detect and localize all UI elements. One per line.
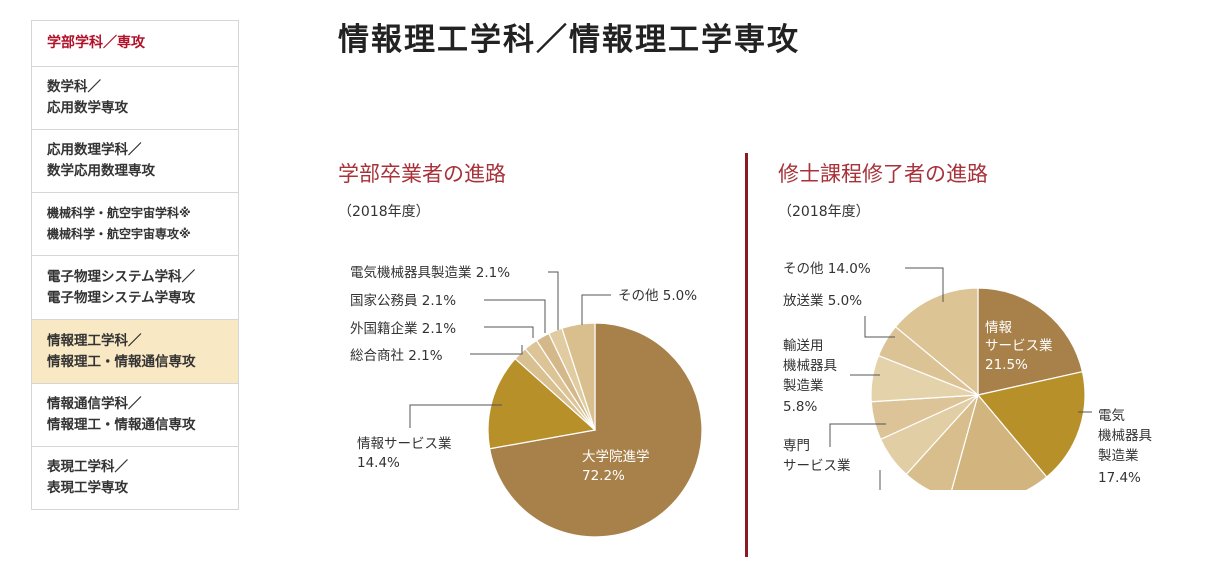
sidebar-item-electronic-physics[interactable]: 電子物理システム学科／ 電子物理システム学専攻 bbox=[32, 256, 238, 320]
slice-label-grad-school: 大学院進学 bbox=[582, 449, 650, 465]
pie-slice bbox=[561, 322, 596, 431]
pie-slice bbox=[487, 357, 597, 450]
sidebar-header-label: 学部学科／専攻 bbox=[47, 35, 145, 51]
leader-line bbox=[484, 326, 534, 338]
sidebar-nav: 学部学科／専攻 数学科／ 応用数学専攻 応用数理学科／ 数学応用数理専攻 機械科学・… bbox=[31, 20, 239, 510]
pie-slice bbox=[977, 287, 1084, 396]
sidebar-item-line2: 情報理工・情報通信専攻 bbox=[47, 417, 196, 433]
slice-label-electric: 製造業 bbox=[1098, 448, 1139, 464]
sidebar-item-expression[interactable]: 表現工学科／ 表現工学専攻 bbox=[32, 447, 238, 510]
sidebar-item-line1: 情報通信学科／ bbox=[47, 396, 142, 412]
slice-value-grad-school: 72.2% bbox=[582, 468, 625, 484]
sidebar-item-applied-math[interactable]: 応用数理学科／ 数学応用数理専攻 bbox=[32, 130, 238, 193]
slice-value-transport: 5.8% bbox=[783, 399, 817, 415]
chart2-subtitle: （2018年度） bbox=[778, 204, 870, 220]
page-title: 情報理工学科／情報理工学専攻 bbox=[338, 22, 800, 58]
slice-label-foreign: 外国籍企業 2.1% bbox=[350, 320, 456, 337]
leader-line bbox=[470, 345, 523, 355]
pie-slice bbox=[976, 370, 1086, 478]
slice-label-other: その他 5.0% bbox=[618, 288, 697, 304]
slice-label-professional: 専門 bbox=[783, 438, 810, 454]
pie-slice bbox=[951, 393, 1048, 490]
sidebar-item-line2: 電子物理システム学専攻 bbox=[47, 289, 196, 306]
sidebar-item-information-science[interactable]: 情報理工学科／ 情報理工・情報通信専攻 bbox=[32, 320, 238, 384]
slice-label-transport: 機械器具 bbox=[783, 358, 837, 374]
chart1-subtitle: （2018年度） bbox=[338, 204, 430, 220]
slice-value-it-service: 21.5% bbox=[985, 357, 1028, 373]
slice-label-professional: サービス業 bbox=[783, 458, 851, 474]
sidebar-item-line2: 数学応用数理専攻 bbox=[47, 163, 155, 179]
slice-label-electric: 電気 bbox=[1098, 408, 1125, 424]
sidebar-item-line2: 機械科学・航空宇宙専攻※ bbox=[47, 227, 191, 241]
slice-label-electric: 電気機械器具製造業 2.1% bbox=[350, 265, 510, 281]
leader-line bbox=[409, 404, 502, 428]
slice-label-electric: 機械器具 bbox=[1098, 428, 1152, 444]
section-divider bbox=[745, 153, 748, 557]
leader-line bbox=[548, 271, 559, 330]
sidebar-item-line1: 応用数理学科／ bbox=[47, 142, 142, 158]
leader-line bbox=[905, 267, 944, 302]
sidebar-item-line2: 情報理工・情報通信専攻 bbox=[47, 353, 196, 370]
slice-value-electric: 17.4% bbox=[1098, 470, 1141, 486]
sidebar-item-line1: 数学科／ bbox=[47, 79, 101, 95]
slice-label-civil-servant: 国家公務員 2.1% bbox=[350, 292, 456, 309]
sidebar-item-line2: 応用数学専攻 bbox=[47, 100, 128, 116]
slice-value-it-service: 14.4% bbox=[357, 455, 400, 471]
leader-line bbox=[581, 294, 611, 325]
sidebar-item-math[interactable]: 数学科／ 応用数学専攻 bbox=[32, 67, 238, 130]
slice-label-transport: 製造業 bbox=[783, 378, 824, 394]
slice-label-other: その他 14.0% bbox=[783, 261, 871, 277]
slice-label-broadcast: 放送業 5.0% bbox=[783, 293, 862, 309]
undergraduate-pie-chart: 大学院進学 72.2% 情報サービス業 14.4% 総合商社 2.1% 外国籍企業 2.1… bbox=[350, 265, 703, 538]
slice-label-transport: 輸送用 bbox=[783, 338, 824, 354]
sidebar-item-line2: 表現工学専攻 bbox=[47, 480, 128, 496]
sidebar-item-mechanical[interactable]: 機械科学・航空宇宙学科※ 機械科学・航空宇宙専攻※ bbox=[32, 193, 238, 256]
pie-slice bbox=[894, 287, 979, 397]
slice-label-trading: 総合商社 2.1% bbox=[350, 348, 443, 364]
sidebar-header[interactable]: 学部学科／専攻 bbox=[32, 21, 238, 67]
sidebar-item-line1: 表現工学科／ bbox=[47, 459, 128, 475]
sidebar-item-line1: 機械科学・航空宇宙学科※ bbox=[47, 206, 191, 220]
leader-line bbox=[829, 423, 886, 447]
leader-line bbox=[484, 299, 546, 333]
slice-value-professional: 7.4% bbox=[783, 481, 817, 497]
sidebar-item-line1: 情報理工学科／ bbox=[47, 332, 142, 349]
leader-line bbox=[864, 316, 895, 338]
slice-label-it-service: 情報サービス業 bbox=[357, 436, 452, 452]
chart2-title: 修士課程修了者の進路 bbox=[778, 162, 988, 186]
slice-label-it-service: サービス業 bbox=[985, 338, 1053, 354]
sidebar-item-line1: 電子物理システム学科／ bbox=[47, 268, 196, 285]
slice-label-it-service: 情報 bbox=[985, 320, 1013, 336]
chart1-title: 学部卒業者の進路 bbox=[338, 162, 506, 186]
sidebar-item-communications[interactable]: 情報通信学科／ 情報理工・情報通信専攻 bbox=[32, 384, 238, 447]
